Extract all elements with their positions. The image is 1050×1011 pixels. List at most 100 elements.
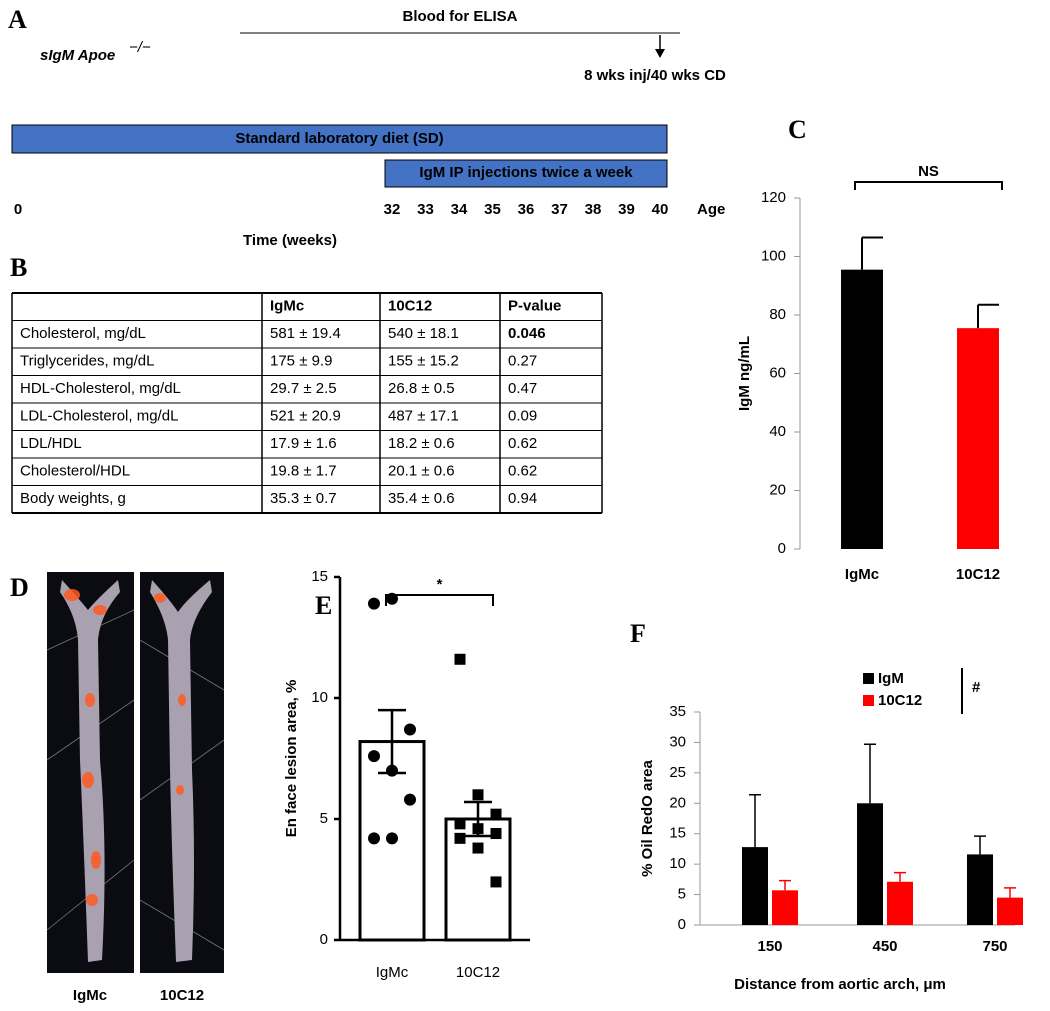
bar bbox=[742, 847, 768, 925]
point bbox=[386, 832, 398, 845]
table-cell: 521 ± 20.9 bbox=[270, 408, 341, 425]
panel-label: E bbox=[315, 591, 332, 620]
y-tick-label: 20 bbox=[669, 794, 686, 811]
error-bar bbox=[974, 835, 986, 855]
table-cell: LDL-Cholesterol, mg/dL bbox=[20, 408, 178, 425]
diet-bar bbox=[11, 124, 668, 154]
y-tick-label: 15 bbox=[669, 825, 686, 842]
error-bar bbox=[749, 794, 761, 848]
y-tick-label: 0 bbox=[678, 916, 686, 933]
legend-label: 10C12 bbox=[878, 692, 922, 709]
timeline-tick: 34 bbox=[451, 201, 468, 218]
timeline-tick: 36 bbox=[518, 201, 535, 218]
point bbox=[368, 750, 380, 763]
error-bar bbox=[1004, 887, 1016, 898]
point bbox=[472, 823, 484, 835]
timeline-tick: 38 bbox=[585, 201, 602, 218]
table-cell: 175 ± 9.9 bbox=[270, 353, 332, 370]
table-cell: 0.046 bbox=[508, 325, 546, 342]
table-cell: Triglycerides, mg/dL bbox=[20, 353, 155, 370]
y-tick-label: 35 bbox=[669, 703, 686, 720]
panel-label: F bbox=[630, 619, 646, 648]
table-cell: LDL/HDL bbox=[20, 435, 82, 452]
timeline-tick: 32 bbox=[384, 201, 401, 218]
timeline-tick: 33 bbox=[417, 201, 434, 218]
image-label: IgMc bbox=[73, 987, 107, 1004]
point bbox=[404, 723, 416, 736]
y-tick-label: 15 bbox=[311, 568, 328, 585]
point bbox=[454, 832, 466, 844]
table-cell: 35.3 ± 0.7 bbox=[270, 490, 337, 507]
x-axis-label: Distance from aortic arch, μm bbox=[734, 976, 946, 993]
point bbox=[454, 653, 466, 665]
legend-swatch bbox=[863, 673, 874, 684]
point bbox=[490, 876, 502, 888]
table-cell: 18.2 ± 0.6 bbox=[388, 435, 455, 452]
table-cell: Cholesterol, mg/dL bbox=[20, 325, 146, 342]
point bbox=[472, 842, 484, 854]
y-tick-label: 10 bbox=[669, 855, 686, 872]
y-tick-label: 0 bbox=[778, 540, 786, 557]
bar bbox=[857, 803, 883, 925]
strain-sup: −/− bbox=[129, 39, 151, 56]
table-cell: 0.94 bbox=[508, 490, 537, 507]
injection-bar bbox=[384, 159, 668, 188]
point bbox=[368, 832, 380, 845]
error-bar bbox=[779, 879, 791, 891]
table-cell: 0.27 bbox=[508, 353, 537, 370]
table-cell: 581 ± 19.4 bbox=[270, 325, 341, 342]
timeline-tick: 0 bbox=[14, 201, 22, 218]
x-tick-label: 150 bbox=[757, 938, 782, 955]
y-tick-label: 30 bbox=[669, 733, 686, 750]
error-bar bbox=[977, 303, 999, 329]
age-label: Age bbox=[697, 201, 725, 218]
y-tick-label: 10 bbox=[311, 689, 328, 706]
point bbox=[368, 597, 380, 610]
y-axis-label: IgM ng/mL bbox=[736, 336, 753, 411]
bar bbox=[887, 881, 913, 925]
table-cell: HDL-Cholesterol, mg/dL bbox=[20, 380, 181, 397]
table-cell: 35.4 ± 0.6 bbox=[388, 490, 455, 507]
x-tick-label: 750 bbox=[982, 938, 1007, 955]
x-tick-label: 10C12 bbox=[456, 964, 500, 981]
y-tick-label: 40 bbox=[769, 423, 786, 440]
y-tick-label: 5 bbox=[320, 810, 328, 827]
y-tick-label: 5 bbox=[678, 886, 686, 903]
aorta bbox=[150, 580, 212, 962]
x-tick-label: IgMc bbox=[845, 566, 879, 583]
table-cell: 0.62 bbox=[508, 463, 537, 480]
lesions bbox=[64, 589, 186, 906]
error-bar bbox=[864, 743, 876, 804]
table-cell: 487 ± 17.1 bbox=[388, 408, 459, 425]
x-tick-label: IgMc bbox=[376, 964, 409, 981]
blood-label: Blood for ELISA bbox=[403, 8, 518, 25]
diet-label: Standard laboratory diet (SD) bbox=[235, 130, 443, 147]
table-cell: 29.7 ± 2.5 bbox=[270, 380, 337, 397]
point bbox=[454, 818, 466, 830]
error-bar bbox=[861, 236, 883, 270]
y-tick-label: 60 bbox=[769, 364, 786, 381]
table-cell: 0.09 bbox=[508, 408, 537, 425]
point bbox=[490, 828, 502, 840]
legend-swatch bbox=[863, 695, 874, 706]
bar bbox=[997, 897, 1023, 925]
y-tick-label: 20 bbox=[769, 481, 786, 498]
timeline-tick: 35 bbox=[484, 201, 501, 218]
injection-label: IgM IP injections twice a week bbox=[419, 164, 633, 181]
table-cell: Body weights, g bbox=[20, 490, 126, 507]
table-cell: 26.8 ± 0.5 bbox=[388, 380, 455, 397]
bar bbox=[772, 890, 798, 925]
image-label: 10C12 bbox=[160, 987, 204, 1004]
bar bbox=[841, 269, 883, 549]
table-header: P-value bbox=[508, 298, 561, 315]
time-label: Time (weeks) bbox=[243, 232, 337, 249]
x-tick-label: 450 bbox=[872, 938, 897, 955]
table-cell: 20.1 ± 0.6 bbox=[388, 463, 455, 480]
table-cell: 0.47 bbox=[508, 380, 537, 397]
y-tick-label: 100 bbox=[761, 247, 786, 264]
table-cell: 540 ± 18.1 bbox=[388, 325, 459, 342]
panel-label: A bbox=[8, 5, 27, 34]
timeline-tick: 40 bbox=[652, 201, 669, 218]
timeline-tick: 39 bbox=[618, 201, 635, 218]
